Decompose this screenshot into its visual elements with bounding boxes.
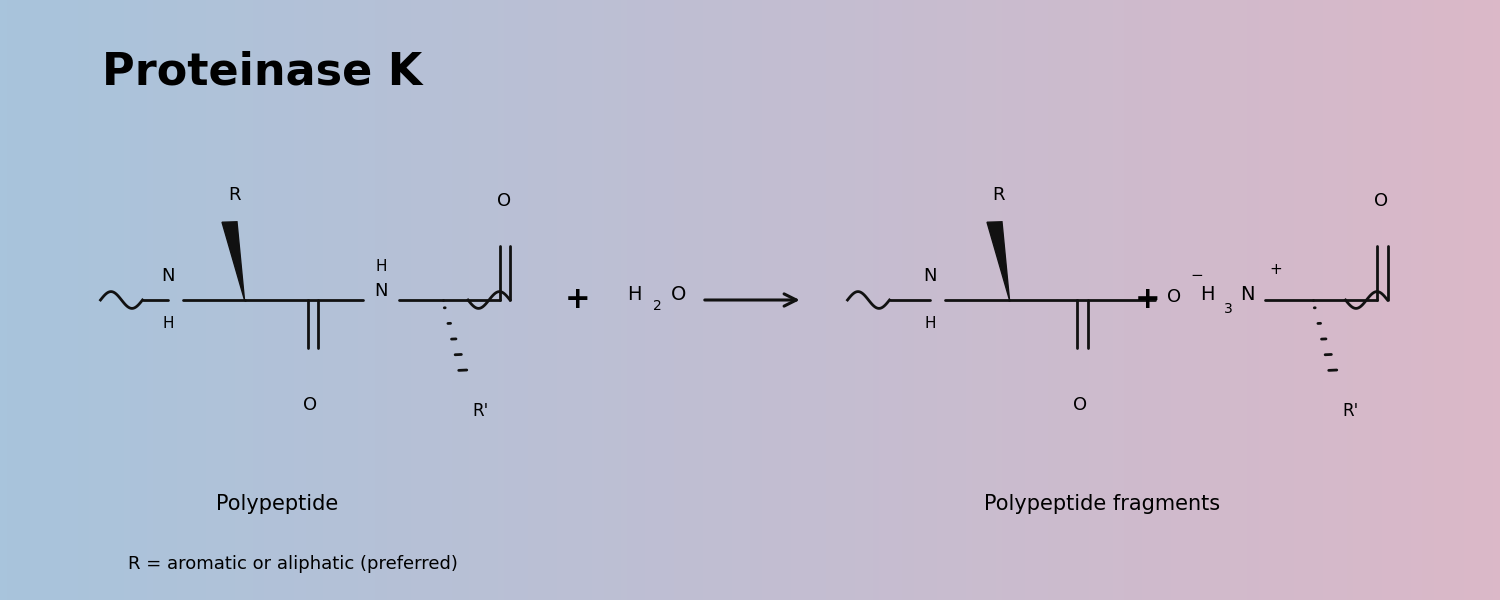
Text: R = aromatic or aliphatic (preferred): R = aromatic or aliphatic (preferred): [128, 555, 457, 573]
Text: O: O: [670, 284, 686, 304]
Text: Proteinase K: Proteinase K: [102, 50, 423, 94]
Text: N: N: [162, 267, 174, 285]
Text: −: −: [1191, 269, 1203, 283]
Text: N: N: [922, 267, 936, 285]
Text: +: +: [1269, 263, 1282, 277]
Text: H: H: [924, 317, 936, 331]
Polygon shape: [222, 222, 245, 300]
Text: O: O: [1374, 192, 1389, 210]
Text: H: H: [375, 259, 387, 274]
Text: 2: 2: [652, 299, 662, 313]
Text: +: +: [564, 286, 591, 314]
Text: Polypeptide fragments: Polypeptide fragments: [984, 494, 1221, 514]
Text: R': R': [472, 402, 488, 420]
Text: O: O: [496, 192, 512, 210]
Text: N: N: [375, 282, 387, 300]
Text: R: R: [993, 186, 1005, 204]
Text: R': R': [1342, 402, 1358, 420]
Text: O: O: [1167, 288, 1182, 306]
Text: +: +: [1134, 286, 1161, 314]
Text: N: N: [1240, 284, 1256, 304]
Text: H: H: [162, 317, 174, 331]
Text: O: O: [1072, 396, 1088, 414]
Text: 3: 3: [1224, 302, 1233, 316]
Text: R: R: [228, 186, 240, 204]
Text: Polypeptide: Polypeptide: [216, 494, 339, 514]
Polygon shape: [987, 222, 1010, 300]
Text: O: O: [303, 396, 318, 414]
Text: H: H: [627, 284, 642, 304]
Text: H: H: [1200, 284, 1215, 304]
